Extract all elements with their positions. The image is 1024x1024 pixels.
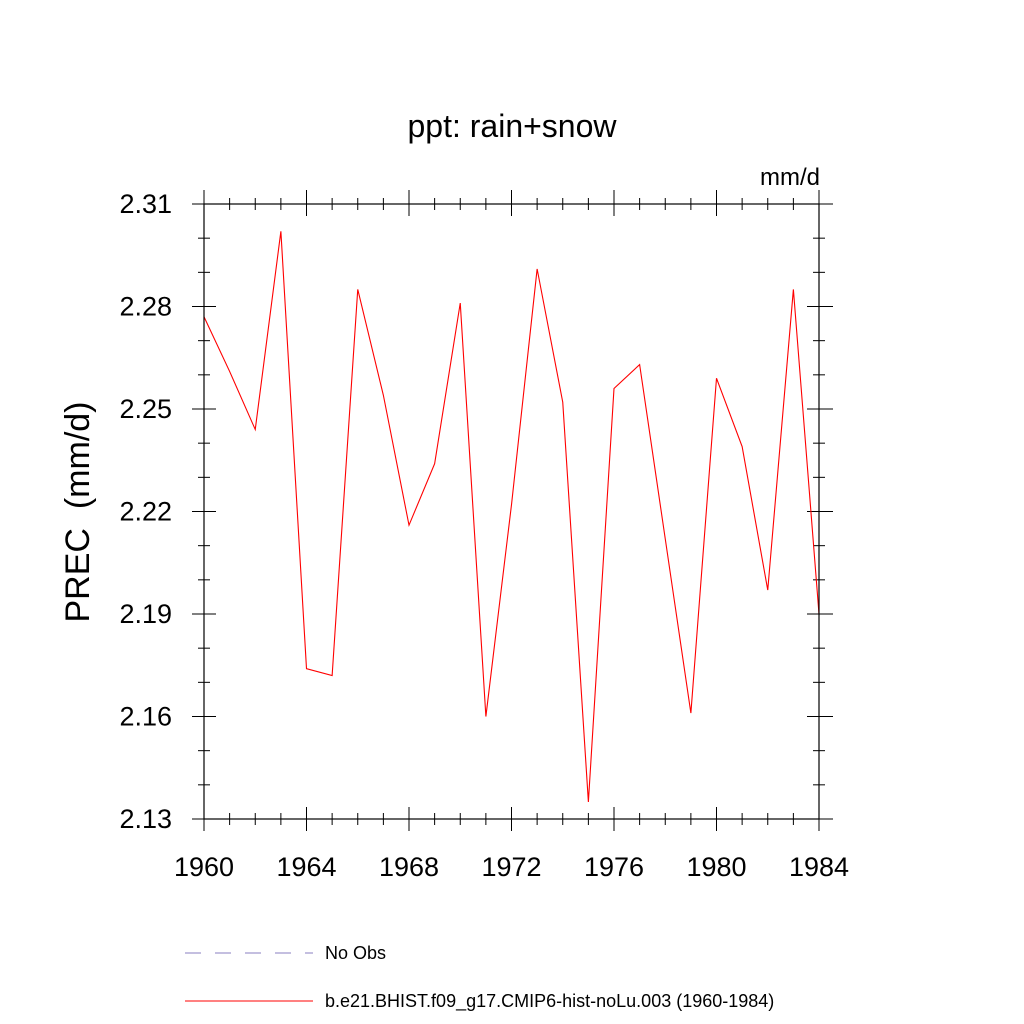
data-point [332, 675, 333, 676]
series-group [203, 231, 820, 802]
data-point [485, 716, 486, 717]
data-point [229, 371, 230, 372]
data-point [408, 525, 409, 526]
plot-frame [203, 203, 820, 820]
x-tick-label: 1968 [379, 852, 439, 882]
data-point [742, 446, 743, 447]
chart-title: ppt: rain+snow [407, 108, 617, 144]
data-point [383, 395, 384, 396]
y-tick-label: 2.16 [119, 702, 172, 732]
x-tick-label: 1960 [174, 852, 234, 882]
data-point [716, 378, 717, 379]
legend: No Obs b.e21.BHIST.f09_g17.CMIP6-hist-no… [185, 943, 774, 1012]
data-point [767, 589, 768, 590]
data-point [639, 364, 640, 365]
x-tick-label: 1972 [481, 852, 541, 882]
y-tick-label: 2.19 [119, 599, 172, 629]
y-tick-label: 2.22 [119, 497, 172, 527]
data-point [460, 302, 461, 303]
legend-label-no-obs: No Obs [325, 943, 386, 963]
data-point [562, 402, 563, 403]
legend-label-model-run: b.e21.BHIST.f09_g17.CMIP6-hist-noLu.003 … [325, 991, 774, 1012]
data-point [793, 289, 794, 290]
y-tick-label: 2.28 [119, 292, 172, 322]
data-point [280, 231, 281, 232]
x-tick-label: 1980 [686, 852, 746, 882]
x-tick-label: 1984 [789, 852, 849, 882]
x-tick-label: 1976 [584, 852, 644, 882]
data-point [690, 712, 691, 713]
data-point [434, 463, 435, 464]
data-point [613, 388, 614, 389]
data-point [511, 504, 512, 505]
y-tick-label: 2.13 [119, 804, 172, 834]
data-point [357, 289, 358, 290]
data-point [537, 268, 538, 269]
axis-tick-labels: 1960 1964 1968 1972 1976 1980 1984 2.13 2.16 2.19… [119, 189, 849, 882]
data-point [665, 538, 666, 539]
y-tick-label: 2.31 [119, 189, 172, 219]
data-point [306, 668, 307, 669]
data-point [588, 801, 589, 802]
x-tick-label: 1964 [276, 852, 336, 882]
axis-ticks [192, 190, 833, 831]
y-tick-label: 2.25 [119, 394, 172, 424]
series-line-0 [203, 231, 820, 802]
y-axis-label: PREC (mm/d) [59, 402, 97, 623]
data-point [255, 429, 256, 430]
units-label: mm/d [760, 164, 820, 191]
